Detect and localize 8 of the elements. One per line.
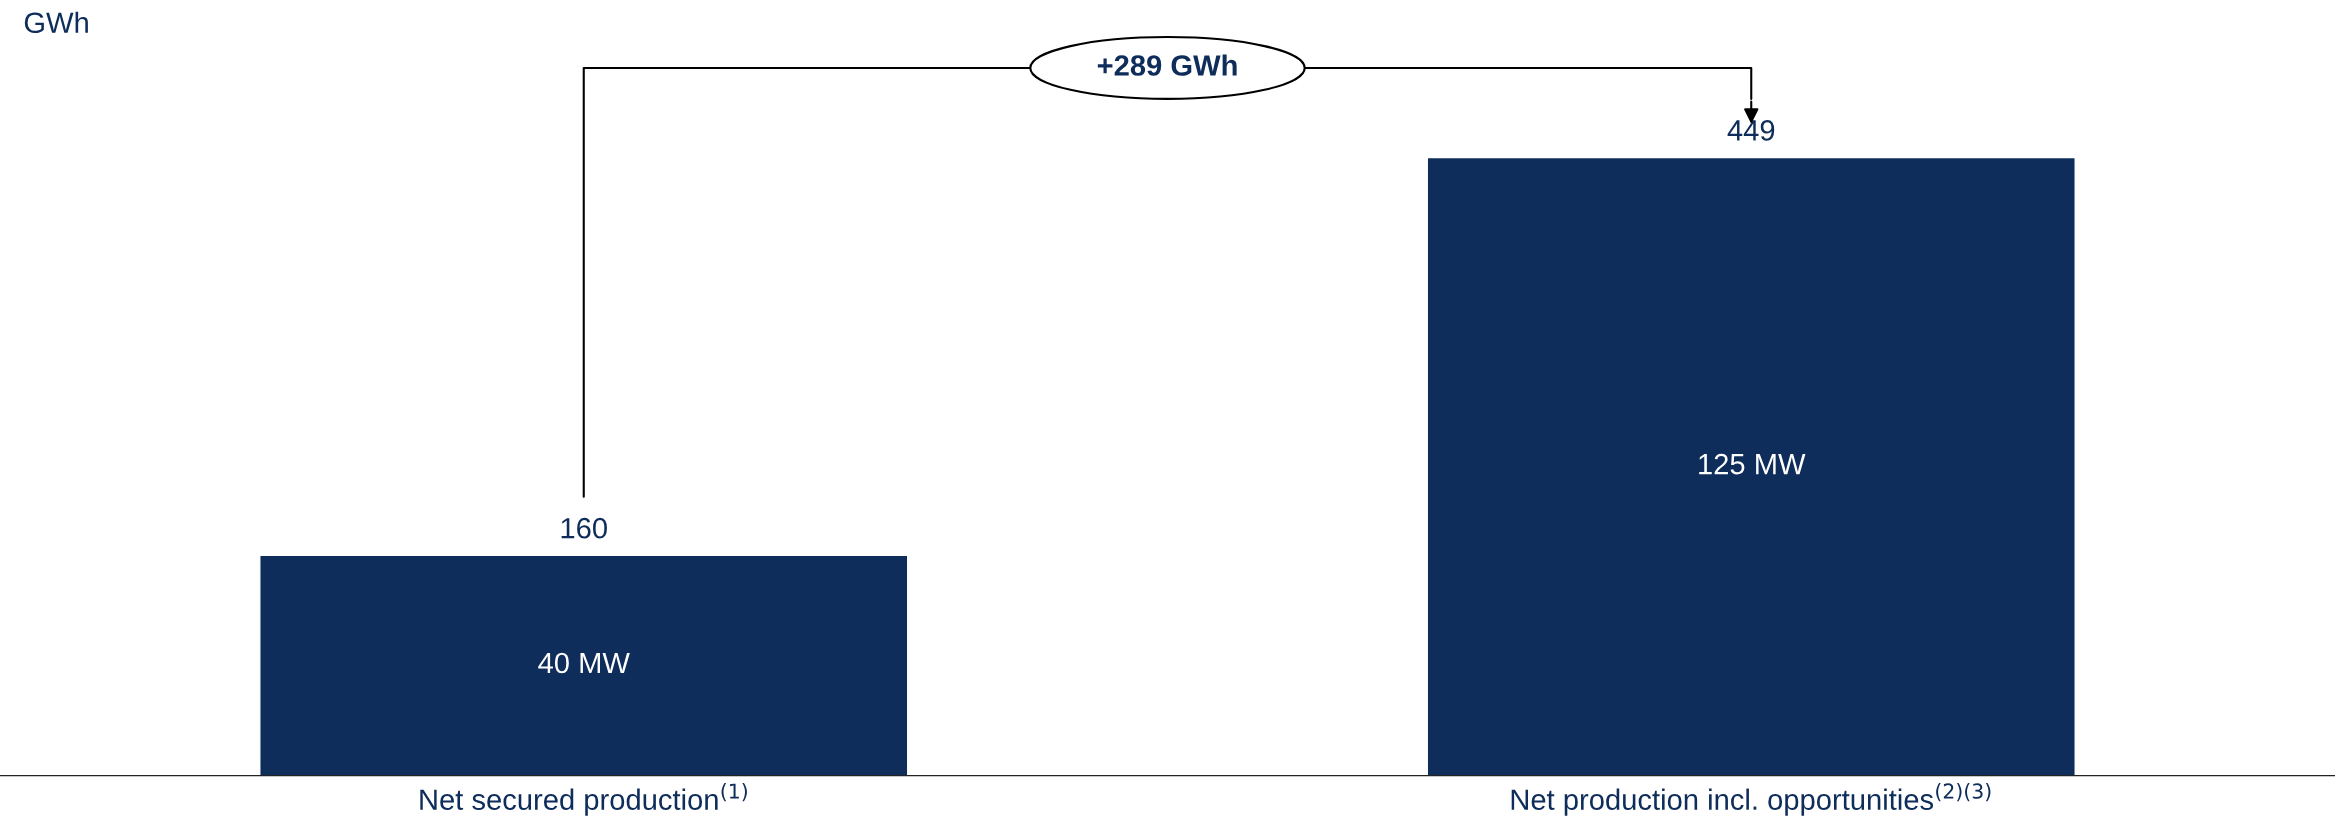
text: +289 GWh — [1097, 54, 1237, 76]
x-tick-label: Net secured production$^{(1)}$ — [420, 783, 747, 816]
y-axis-title: GWh — [24, 11, 88, 34]
data-label: 160 — [561, 517, 607, 539]
x-tick-label: Net production incl. opportunities$^{(2)(3)}$ — [1511, 783, 1991, 816]
data-label: 449 — [1727, 120, 1775, 141]
annotation: 125 MW — [1699, 453, 1806, 475]
annotation: 40 MW — [538, 652, 630, 674]
